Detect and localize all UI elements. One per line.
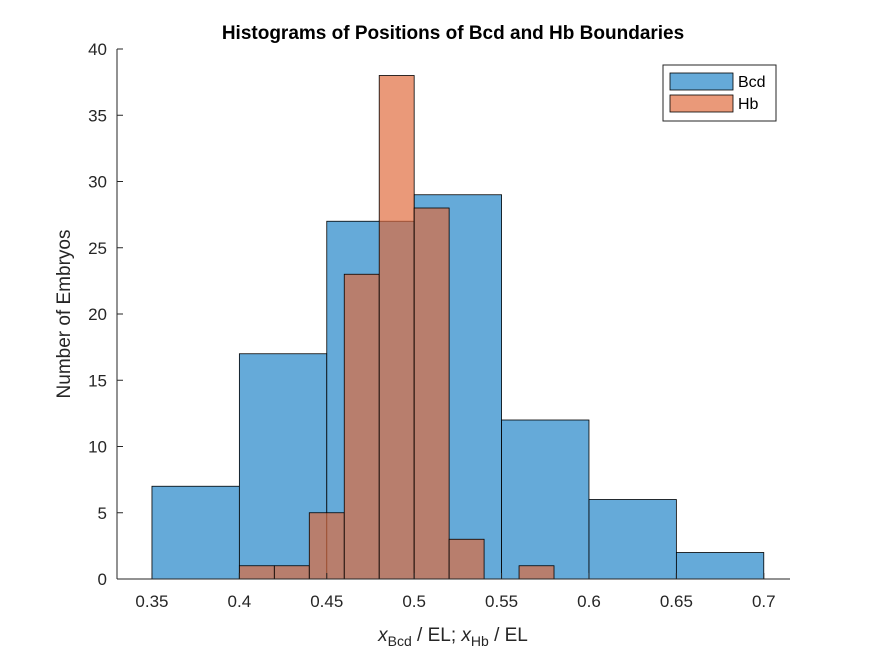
x-tick-label-0: 0.35 [135, 592, 168, 611]
y-axis-label: Number of Embryos [54, 230, 75, 399]
series-hb [238, 75, 555, 580]
x-tick-label-3: 0.5 [402, 592, 426, 611]
x-tick-label-7: 0.7 [752, 592, 776, 611]
bar-bcd-6 [675, 552, 765, 580]
x-tick-label-5: 0.6 [577, 592, 601, 611]
chart-title: Histograms of Positions of Bcd and Hb Bo… [222, 23, 684, 44]
y-tick-label-4: 20 [88, 305, 107, 324]
bar-bcd-5 [588, 499, 677, 580]
bar-bcd-0 [151, 485, 240, 580]
y-tick-label-7: 35 [88, 106, 107, 125]
x-tick-label-1: 0.4 [228, 592, 252, 611]
x-axis-label-part-2: / EL; [412, 625, 462, 646]
legend-label-bcd: Bcd [738, 74, 766, 91]
x-axis-label-part-5: / EL [489, 625, 528, 646]
bar-hb-6 [448, 538, 485, 580]
y-tick-label-3: 15 [88, 371, 107, 390]
y-tick-label-1: 5 [98, 504, 107, 523]
y-tick-label-6: 30 [88, 173, 107, 192]
legend-label-hb: Hb [738, 96, 759, 113]
y-tick-label-0: 0 [98, 570, 107, 589]
x-axis-label-part-3: x [460, 625, 472, 646]
bar-hb-0 [238, 565, 275, 580]
bar-hb-1 [273, 565, 310, 580]
legend-swatch-hb [669, 94, 734, 113]
y-tick-label-2: 10 [88, 438, 107, 457]
legend: Bcd Hb [662, 64, 777, 122]
x-axis-label: xBcd / EL; xHb / EL [377, 625, 528, 649]
x-tick-label-2: 0.45 [310, 592, 343, 611]
bar-hb-8 [518, 565, 555, 580]
legend-swatch-bcd [669, 72, 734, 91]
bars-layer [151, 75, 765, 580]
axes-layer: 0.35 0.4 0.45 0.5 0.55 0.6 0.65 0.7 0 5 10 15 20 25 30… [88, 40, 790, 611]
y-tick-label-5: 25 [88, 239, 107, 258]
x-axis-label-part-0: x [377, 625, 389, 646]
bar-hb-2 [308, 512, 345, 580]
bar-hb-3 [343, 273, 380, 580]
bar-hb-5 [413, 207, 450, 580]
x-tick-label-6: 0.65 [660, 592, 693, 611]
x-tick-label-4: 0.55 [485, 592, 518, 611]
bar-bcd-4 [501, 419, 590, 580]
y-tick-label-8: 40 [88, 40, 107, 59]
x-axis-label-part-1: Bcd [388, 633, 412, 649]
x-axis-label-part-4: Hb [471, 633, 489, 649]
bar-hb-4 [378, 75, 415, 580]
